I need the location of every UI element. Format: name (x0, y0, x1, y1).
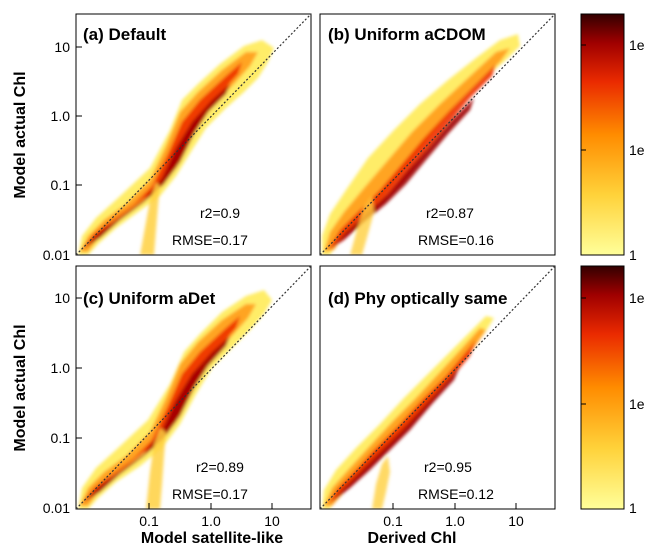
y-axis-bottom: 0.01 0.1 1.0 10 Model actual Chl (12, 290, 82, 516)
colorbar-bottom: 1e4 1e2 1 (580, 265, 645, 516)
density-core-b (332, 98, 474, 248)
density-branch-a (140, 182, 160, 255)
x-axis-label: Derived Chl (368, 530, 457, 545)
colorbar-tick-label: 1e4 (629, 37, 645, 53)
density-branch-c (146, 428, 166, 509)
panel-d-rmse: RMSE=0.12 (418, 486, 494, 502)
y-tick-label: 10 (54, 290, 70, 306)
panel-d-r2: r2=0.95 (424, 459, 472, 475)
y-tick-label: 0.01 (43, 247, 70, 263)
panel-a-title: (a) Default (83, 25, 166, 44)
panel-d-frame (319, 265, 556, 510)
one-to-one-line-b (319, 13, 556, 256)
panel-b-frame (319, 13, 556, 256)
one-to-one-line-d (319, 265, 556, 510)
y-tick-label: 0.01 (43, 500, 70, 516)
panel-b-density (322, 34, 520, 255)
y-tick-label: 1.0 (51, 108, 71, 124)
density-branch-d (372, 456, 390, 509)
panel-c: (c) Uniform aDet r2=0.89 RMSE=0.17 (75, 265, 312, 510)
x-tick-label: 10 (508, 513, 524, 529)
density-branch-b (350, 196, 374, 255)
panel-b-title: (b) Uniform aCDOM (328, 25, 486, 44)
panel-c-title: (c) Uniform aDet (83, 289, 216, 308)
y-axis-label: Model actual Chl (12, 71, 29, 198)
x-tick-label: 0.1 (139, 513, 159, 529)
panel-b-r2: r2=0.87 (426, 205, 474, 221)
x-axis-right: 0.1 1.0 10 Derived Chl (368, 503, 524, 545)
y-axis-top: 0.01 0.1 1.0 10 Model actual Chl (12, 39, 82, 263)
panel-c-r2: r2=0.89 (196, 459, 244, 475)
y-tick-label: 1.0 (51, 360, 71, 376)
density-high-b (328, 64, 496, 250)
panel-c-rmse: RMSE=0.17 (172, 486, 248, 502)
panel-a-frame (75, 13, 312, 256)
x-tick-label: 1.0 (445, 513, 465, 529)
one-to-one-line-a (75, 13, 312, 256)
colorbar-top-ramp (580, 13, 625, 256)
density-core-a (84, 84, 230, 248)
density-high-a (82, 62, 242, 250)
y-axis-label: Model actual Chl (12, 324, 29, 451)
panel-d-title: (d) Phy optically same (328, 289, 508, 308)
one-to-one-line-c (75, 265, 312, 510)
panel-b: (b) Uniform aCDOM r2=0.87 RMSE=0.16 (319, 13, 556, 256)
density-core-c (84, 336, 230, 502)
x-tick-label: 10 (264, 513, 280, 529)
x-tick-label: 1.0 (201, 513, 221, 529)
panel-a-density (78, 40, 274, 255)
x-tick-label: 0.1 (383, 513, 403, 529)
colorbar-tick-label: 1e2 (629, 396, 645, 412)
colorbar-tick-label: 1e2 (629, 142, 645, 158)
x-axis-label: Model satellite-like (141, 530, 283, 545)
panel-c-frame (75, 265, 312, 510)
panel-c-density (78, 290, 272, 509)
colorbar-bottom-ramp (580, 265, 625, 510)
density-high-c (82, 316, 240, 504)
x-axis-left: 0.1 1.0 10 Model satellite-like (139, 503, 283, 545)
colorbar-tick-label: 1 (629, 247, 637, 263)
colorbar-top: 1e4 1e2 1 (580, 13, 645, 263)
colorbar-tick-label: 1e4 (629, 290, 645, 306)
panel-b-rmse: RMSE=0.16 (418, 232, 494, 248)
y-tick-label: 0.1 (51, 430, 71, 446)
panel-a-r2: r2=0.9 (200, 205, 240, 221)
colorbar-tick-label: 1 (629, 500, 637, 516)
panel-a: (a) Default r2=0.9 RMSE=0.17 (75, 13, 312, 256)
y-tick-label: 10 (54, 39, 70, 55)
density-core-d (332, 366, 460, 502)
panel-a-rmse: RMSE=0.17 (172, 232, 248, 248)
y-tick-label: 0.1 (51, 177, 71, 193)
panel-d: (d) Phy optically same r2=0.95 RMSE=0.12 (319, 265, 556, 510)
